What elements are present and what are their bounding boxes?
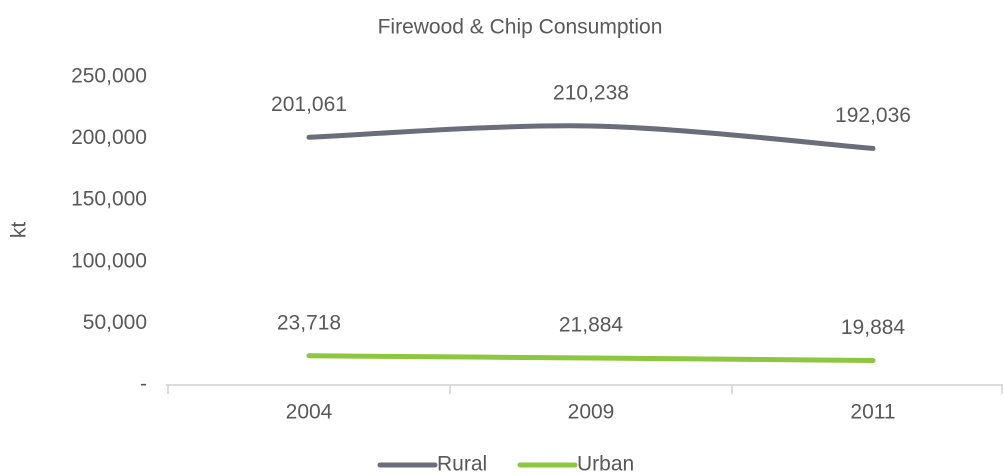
legend-label: Urban [577, 453, 634, 475]
y-axis-label: kt [8, 222, 31, 239]
data-label: 21,884 [559, 314, 624, 337]
y-tick-label: 150,000 [71, 188, 147, 211]
data-label: 210,238 [553, 82, 629, 105]
data-label: 192,036 [835, 104, 911, 127]
series-line [306, 123, 876, 151]
data-label: 23,718 [277, 311, 341, 334]
y-tick-label: 50,000 [83, 311, 147, 334]
data-label: 201,061 [271, 93, 347, 116]
data-label: 19,884 [841, 316, 906, 339]
chart-title: Firewood & Chip Consumption [378, 16, 663, 39]
y-tick-label: 200,000 [71, 126, 147, 149]
x-tick-label: 2011 [850, 401, 895, 424]
y-tick-label: - [140, 373, 147, 396]
y-tick-label: 250,000 [71, 65, 147, 88]
legend-label: Rural [437, 453, 487, 475]
x-tick-label: 2004 [286, 401, 333, 424]
y-tick-label: 100,000 [71, 249, 147, 272]
x-tick-label: 2009 [568, 401, 615, 424]
series-line [306, 353, 876, 364]
